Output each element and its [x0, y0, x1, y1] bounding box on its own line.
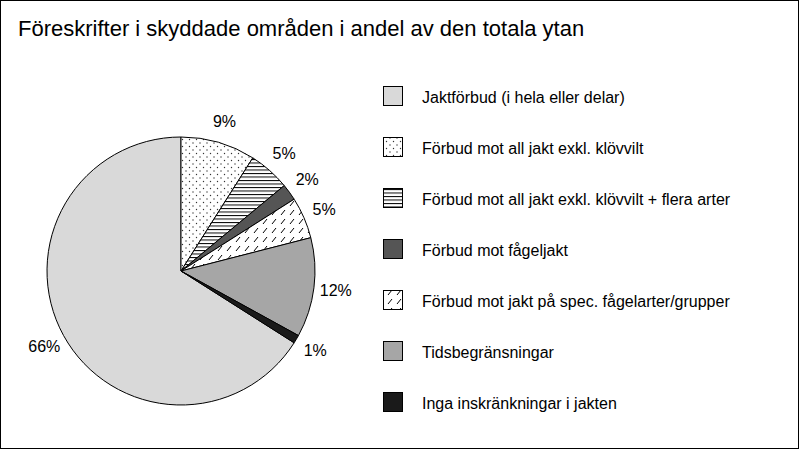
legend-label: Förbud mot all jakt exkl. klövvilt + fle…: [422, 191, 731, 208]
legend-swatch: [384, 138, 403, 157]
data-label: 5%: [273, 145, 296, 162]
slice: [181, 238, 315, 336]
data-label: 12%: [320, 282, 352, 299]
legend-label: Förbud mot fågeljakt: [422, 242, 568, 259]
legend-swatch: [384, 87, 403, 106]
chart: Föreskrifter i skyddade områden i andel …: [0, 0, 799, 449]
data-label: 5%: [313, 201, 336, 218]
legend-label: Förbud mot all jakt exkl. klövvilt: [422, 140, 644, 157]
data-label: 1%: [304, 342, 327, 359]
legend-label: Jaktförbud (i hela eller delar): [422, 89, 625, 106]
legend-swatch: [384, 291, 403, 310]
legend-swatch: [384, 240, 403, 259]
legend: Jaktförbud (i hela eller delar) Förbud mo…: [384, 87, 731, 412]
data-label: 9%: [213, 113, 236, 130]
legend-swatch: [384, 393, 403, 412]
frame: [1, 1, 799, 449]
slice: [181, 271, 298, 343]
data-label: 2%: [296, 171, 319, 188]
title: Föreskrifter i skyddade områden i andel …: [18, 16, 584, 41]
legend-label: Tidsbegränsningar: [422, 344, 555, 361]
legend-label: Inga inskränkningar i jakten: [422, 395, 617, 412]
legend-swatch: [384, 189, 403, 208]
data-labels: 66%9%5%2%5%12%1%: [28, 113, 352, 359]
legend-swatch: [384, 342, 403, 361]
data-label: 66%: [28, 338, 60, 355]
pie: [47, 137, 315, 405]
legend-label: Förbud mot jakt på spec. fågelarter/grup…: [422, 293, 730, 310]
